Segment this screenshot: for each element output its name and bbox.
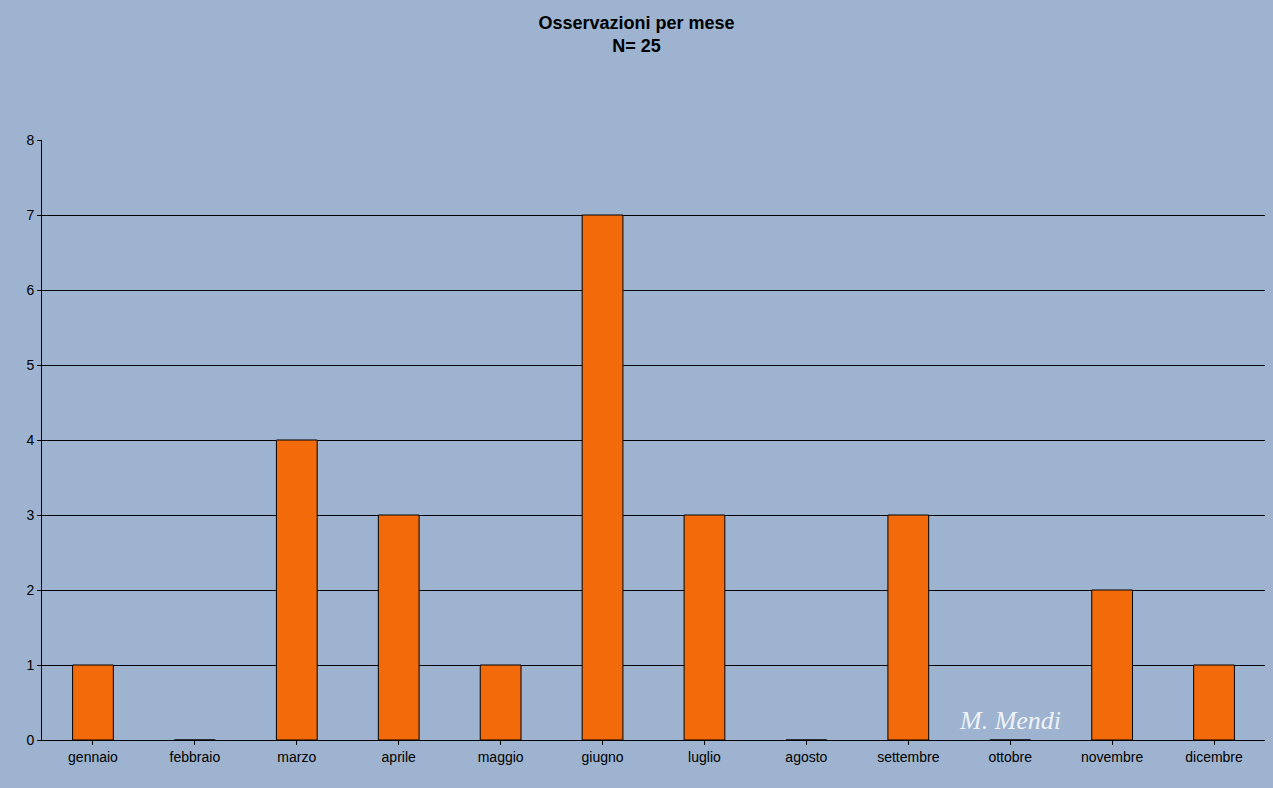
svg-text:marzo: marzo (277, 749, 316, 765)
svg-text:giugno: giugno (582, 749, 624, 765)
svg-text:5: 5 (26, 357, 34, 373)
svg-text:3: 3 (26, 507, 34, 523)
svg-text:2: 2 (26, 582, 34, 598)
svg-text:8: 8 (26, 132, 34, 148)
svg-text:Osservazioni per meseN= 25: Osservazioni per meseN= 25 (538, 13, 734, 56)
svg-text:ottobre: ottobre (988, 749, 1032, 765)
svg-text:dicembre: dicembre (1185, 749, 1243, 765)
svg-text:M. Mendi: M. Mendi (959, 706, 1061, 735)
svg-text:6: 6 (26, 282, 34, 298)
svg-text:maggio: maggio (478, 749, 524, 765)
svg-text:settembre: settembre (877, 749, 939, 765)
svg-text:luglio: luglio (688, 749, 721, 765)
svg-text:0: 0 (26, 732, 34, 748)
svg-text:gennaio: gennaio (68, 749, 118, 765)
svg-text:novembre: novembre (1081, 749, 1143, 765)
svg-text:febbraio: febbraio (170, 749, 221, 765)
svg-text:agosto: agosto (785, 749, 827, 765)
svg-text:aprile: aprile (382, 749, 416, 765)
svg-text:7: 7 (26, 207, 34, 223)
svg-text:1: 1 (26, 657, 34, 673)
svg-text:4: 4 (26, 432, 34, 448)
